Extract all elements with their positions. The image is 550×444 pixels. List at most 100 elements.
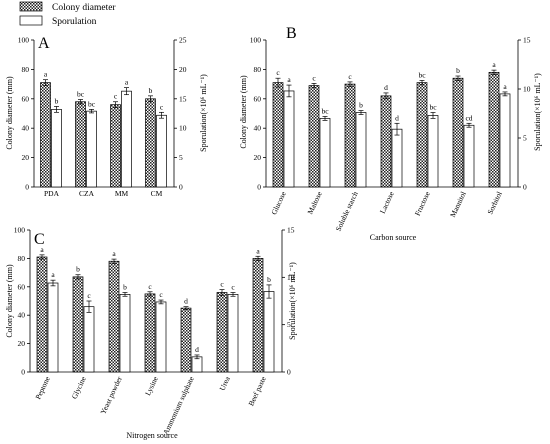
legend: Colony diameter Sporulation [19,1,116,27]
panel-c-tick-label-left: 20 [18,339,26,348]
panel-a-tick-label-left: 80 [22,65,30,74]
panel-b-sig-label: d [384,83,388,92]
panel-a-tick-label-left: 40 [22,124,30,133]
panel-a-sig-label: bc [88,99,96,108]
panel-c-bar-sporulation [119,294,131,373]
panel-c-sig-label: a [112,249,116,258]
panel-c-bar-sporulation [191,356,203,373]
panel-a-sig-label: c [160,102,164,111]
legend-label-colony: Colony diameter [52,3,116,13]
panel-a-category-label: MM [115,189,129,198]
panel-c-bar-sporulation [155,301,167,373]
panel-a-tick-label-right: 20 [179,65,187,74]
panel-c-bar-colony [108,260,120,373]
panel-c-sig-label: c [148,282,152,291]
panel-c-ylabel-left: Colony diameter (mm) [5,264,14,338]
panel-c-sig-label: d [195,345,199,354]
panel-a-category-label: CM [151,189,163,198]
panel-c-category-label: Peptone [33,374,52,400]
panel-c-bar-sporulation [83,306,95,373]
panel-c-sig-label: c [159,290,163,299]
panel-b-tick-label-right: 15 [523,36,531,45]
legend-label-sporulation: Sporulation [52,17,97,27]
legend-swatch-colony [19,1,43,12]
panel-a-tick-label-right: 0 [179,183,183,192]
panel-b-sig-label: a [492,60,496,69]
panel-c-letter: C [34,231,45,248]
panel-b-sig-label: bc [321,106,329,115]
panel-c-sig-label: b [267,275,271,284]
panel-a-sig-label: a [44,70,48,79]
panel-b-tick-label-right: 10 [523,85,531,94]
panel-a-tick-label-right: 15 [179,94,187,103]
panel-a-bar-colony [110,104,121,188]
panel-a-tick-label-right: 10 [179,124,187,133]
panel-a-tick-label-left: 20 [22,153,30,162]
panel-b-bar-colony [308,85,320,188]
panel-c-sig-label: b [76,265,80,274]
panel-b-sig-label: a [287,75,291,84]
panel-c-ylabel-right: Sporulation(×10⁶ mL⁻¹) [288,262,297,340]
panel-a-ylabel-right: Sporulation(×10⁶ mL⁻¹) [199,74,208,152]
panel-b-bar-sporulation [283,90,295,188]
panel-a-sig-label: b [149,86,153,95]
panel-a-bar-colony [145,98,156,188]
panel-c-bar-colony [72,276,84,373]
panel-b-bar-colony [488,71,500,188]
panel-b-bar-colony [452,77,464,188]
panel-c-category-label: Lysine [143,374,160,397]
panel-b-sig-label: a [503,82,507,91]
panel-c-bar-colony [144,293,156,373]
panel-c-tick-label-right: 0 [287,368,291,377]
panel-b-bar-sporulation [463,124,475,188]
panel-c-bar-colony [252,258,264,373]
panel-b-sig-label: cd [465,113,472,122]
panel-b-category-label: Fructose [413,189,432,217]
panel-a-bar-sporulation [121,90,132,188]
panel-b-sig-label: b [456,66,460,75]
panel-a-ylabel-left: Colony diameter (mm) [5,76,14,150]
panel-b-bar-sporulation [319,118,331,188]
panel-b-tick-label-left: 80 [254,65,262,74]
chart-panel-b: B Colony diameter (mm) Sporulation(×10⁶ … [239,25,542,242]
panel-b-sig-label: bc [429,103,437,112]
panel-b-bar-colony [380,95,392,188]
panel-a-sig-label: b [55,96,59,105]
panel-c-tick-label-right: 10 [287,273,295,282]
panel-b-letter: B [286,25,297,42]
panel-b-bar-colony [344,83,356,188]
legend-swatch-sporulation [19,15,43,26]
panel-b-bar-sporulation [427,115,439,188]
panel-b-tick-label-left: 0 [257,183,261,192]
panel-a-tick-label-left: 60 [22,94,30,103]
panel-b-bar-sporulation [355,112,367,188]
panel-c-category-label: Beef paste [246,374,268,407]
panel-c-category-label: Yeast powder [98,375,124,416]
panel-c-sig-label: a [40,245,44,254]
panel-b-category-label: Glucose [269,189,288,216]
panel-c-sig-label: d [184,297,188,306]
panel-b-category-label: Mannitol [448,190,468,219]
panel-a-tick-label-left: 100 [18,36,30,45]
panel-a-tick-label-left: 0 [25,183,29,192]
panel-b-ylabel-right: Sporulation(×10⁶ mL⁻¹) [533,73,542,151]
panel-c-xlabel: Nitrogen source [126,431,178,440]
panel-c-category-label: Glycine [70,374,88,400]
panel-c-tick-label-right: 5 [287,320,291,329]
panel-c-bar-colony [180,307,192,373]
panel-b-tick-label-right: 0 [523,183,527,192]
panel-a-letter: A [38,35,50,52]
panel-a-sig-label: a [125,78,129,87]
panel-b-bar-colony [272,82,284,188]
panel-c-tick-label-left: 100 [14,226,26,235]
panel-c-tick-label-left: 60 [18,282,26,291]
panel-c-bar-sporulation [47,282,59,373]
panel-a-sig-label: bc [77,90,85,99]
chart-panel-c: C Colony diameter (mm) Sporulation(×10⁶ … [5,226,297,441]
panel-c-sig-label: a [256,246,260,255]
panel-b-sig-label: d [395,113,399,122]
panel-a-tick-label-right: 25 [179,36,187,45]
panel-c-sig-label: a [51,270,55,279]
panel-b-sig-label: c [348,72,352,81]
